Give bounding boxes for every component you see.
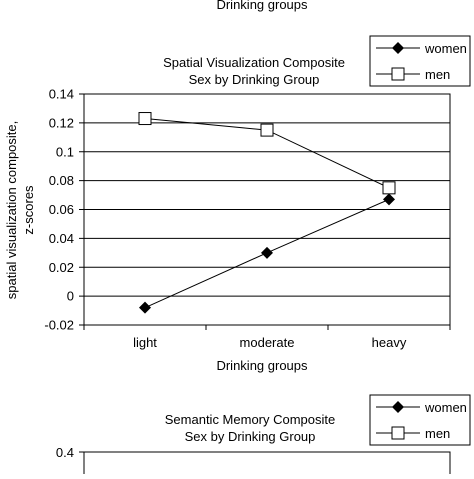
chart-2-y-tick-label: 0.4 [56, 445, 74, 460]
chart-1-legend: women men [369, 35, 471, 87]
chart-1-x-tick-label: heavy [372, 335, 407, 350]
chart-2-subtitle: Sex by Drinking Group [185, 429, 316, 444]
chart-2-plot-area [83, 451, 451, 479]
chart-2-legend-women-marker [392, 401, 404, 413]
chart-2-legend-women-label: women [424, 400, 467, 415]
chart-1: Spatial Visualization Composite Sex by D… [4, 35, 471, 373]
chart-1-point-men-moderate [260, 123, 274, 137]
chart-1-y-tick-label: 0.06 [49, 202, 74, 217]
chart-1-y-tick-label: -0.02 [44, 318, 74, 333]
chart-1-point-men-light [138, 112, 152, 126]
chart-1-x-tick-label: light [133, 335, 157, 350]
chart-1-legend-men-marker [391, 67, 405, 81]
chart-1-point-women-light [139, 301, 151, 314]
chart-1-legend-women-marker [392, 42, 404, 54]
chart-1-x-axis-title: Drinking groups [216, 358, 308, 373]
chart-2-legend-men-label: men [425, 426, 450, 441]
chart-1-y-tick-label: 0.12 [49, 115, 74, 130]
chart-2: Semantic Memory Composite Sex by Drinkin… [56, 394, 471, 479]
chart-1-point-women-moderate [261, 246, 273, 259]
chart-1-point-women-heavy [383, 193, 395, 206]
top-x-axis-title: Drinking groups [216, 0, 308, 12]
chart-1-title: Spatial Visualization Composite [163, 55, 345, 70]
chart-1-y-axis-title-line2: z-scores [21, 185, 36, 235]
chart-2-legend-men-marker [391, 426, 405, 440]
chart-1-y-ticks: -0.02 0 0.02 0.04 0.06 0.08 0.1 0.12 0.14 [44, 87, 84, 333]
chart-2-title: Semantic Memory Composite [165, 412, 336, 427]
chart-1-x-tick-label: moderate [240, 335, 295, 350]
chart-1-y-axis-title: spatial visualization composite, [4, 121, 19, 299]
chart-1-legend-men-label: men [425, 67, 450, 82]
chart-1-point-men-heavy [382, 181, 396, 195]
chart-2-legend-box [369, 394, 471, 446]
chart-1-legend-women-label: women [424, 41, 467, 56]
chart-1-y-tick-label: 0.14 [49, 87, 74, 102]
chart-1-y-tick-label: 0 [67, 289, 74, 304]
chart-1-y-tick-label: 0.04 [49, 231, 74, 246]
chart-1-y-tick-label: 0.1 [56, 144, 74, 159]
chart-1-y-tick-label: 0.08 [49, 173, 74, 188]
chart-1-y-tick-label: 0.02 [49, 260, 74, 275]
chart-1-x-ticks: light moderate heavy [83, 325, 451, 350]
chart-2-legend: women men [369, 394, 471, 446]
chart-1-legend-box [369, 35, 471, 87]
chart-1-subtitle: Sex by Drinking Group [189, 72, 320, 87]
chart-1-series [138, 112, 396, 314]
